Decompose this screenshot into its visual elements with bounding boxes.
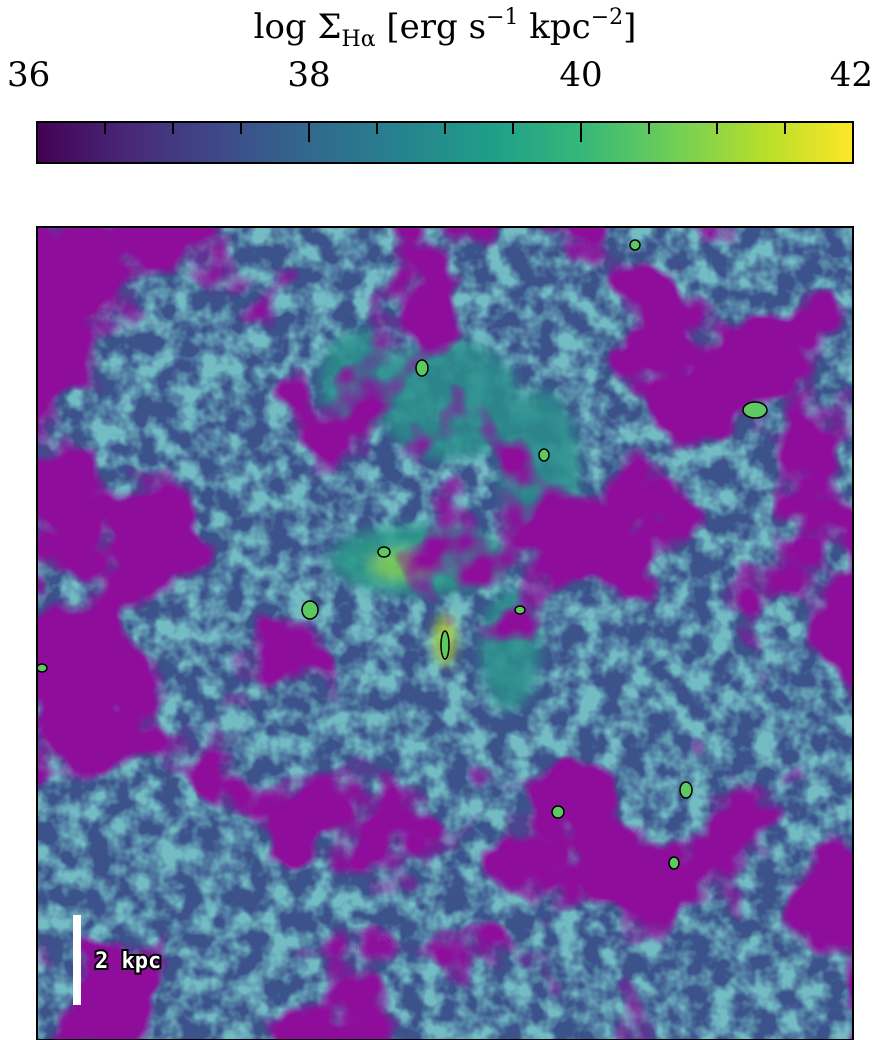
title-part: Hα bbox=[342, 27, 376, 52]
figure: log ΣHα [erg s−1 kpc−2] 2 kpc 36 38 40 42 bbox=[0, 0, 881, 1040]
title-part: log Σ bbox=[254, 7, 342, 47]
title-part: −1 bbox=[486, 5, 518, 30]
scale-bar-label: 2 kpc bbox=[95, 949, 161, 974]
title-part: ] bbox=[623, 7, 636, 47]
scale-bar bbox=[73, 915, 81, 1005]
colorbar-title: log ΣHα [erg s−1 kpc−2] bbox=[254, 5, 637, 52]
title-part: kpc bbox=[519, 7, 591, 47]
colorbar-tick-label: 38 bbox=[287, 55, 330, 95]
title-part: [erg s bbox=[376, 7, 486, 47]
colorbar-tick-label: 36 bbox=[7, 55, 50, 95]
colorbar-tick-label: 42 bbox=[830, 55, 873, 95]
title-part: −2 bbox=[591, 5, 623, 30]
map: 2 kpc bbox=[37, 227, 853, 1040]
colorbar-tick-label: 40 bbox=[559, 55, 602, 95]
